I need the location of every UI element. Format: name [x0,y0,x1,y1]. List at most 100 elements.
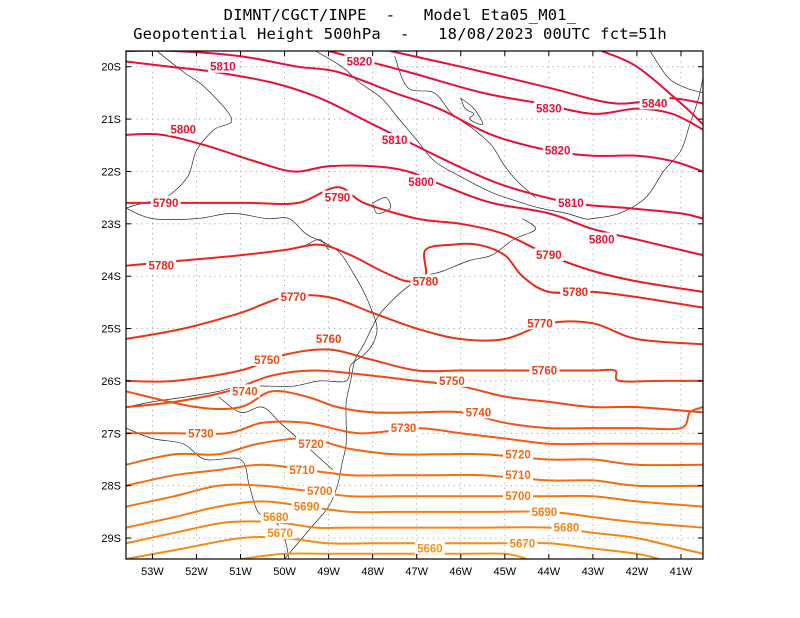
contour-label: 5810 [382,135,408,147]
contour-label: 5720 [505,449,531,461]
contour-label-bg [265,525,296,539]
contour-line-5820 [126,51,703,173]
contour-label-bg [207,59,238,73]
contour-line-5740 [126,390,703,431]
x-tick-label: 52W [185,566,208,578]
contour-label: 5830 [536,104,562,116]
contour-label: 5800 [408,177,434,189]
contour-line-5840 [601,51,703,126]
contour-label-bg [410,274,441,288]
contour-label-bg [287,462,318,476]
contour-label: 5730 [391,423,417,435]
contour-label-bg [322,190,353,204]
contour-label-bg [503,468,534,482]
contour-label: 5660 [417,544,443,556]
y-tick-label: 25S [101,324,121,336]
contour-label-bg [146,258,177,272]
contour-label: 5700 [505,491,531,503]
contour-label: 5680 [263,512,289,524]
x-tick-label: 51W [229,566,252,578]
contour-line-5770 [126,294,703,346]
y-tick-label: 29S [101,533,121,545]
contour-line-5840 [390,51,703,105]
contour-label-bg [529,504,560,518]
contour-label-bg [150,195,181,209]
y-tick-label: 21S [101,114,121,126]
contour-label: 5770 [527,318,553,330]
contour-label-bg [379,133,410,147]
contour-label-bg [295,436,326,450]
contour-label: 5710 [505,470,531,482]
contour-label-bg [251,352,282,366]
contour-label-bg [406,174,437,188]
contour-label-bg [278,290,309,304]
coastline-segment [218,396,334,471]
contour-line-5690 [126,500,703,529]
contour-label: 5670 [267,528,293,540]
contour-label-bg [542,143,573,157]
contour-label: 5760 [532,365,558,377]
coastline-segment [649,51,703,94]
x-tick-label: 48W [361,566,384,578]
contour-label-bg [185,426,216,440]
contour-label: 5820 [545,146,571,158]
contour-lines [126,51,703,559]
x-tick-label: 43W [582,566,605,578]
y-tick-label: 22S [101,166,121,178]
contour-labels: 5810 5820 5830 5840 5800 5810 5820 5800 5790 5790… [146,54,670,556]
contour-label: 5840 [642,98,668,110]
contour-label-bg [503,489,534,503]
contour-label: 5780 [413,276,439,288]
contour-label: 5770 [281,292,307,304]
contour-line-5710 [126,463,703,488]
coastline-segment [306,239,329,251]
contour-label-bg [560,284,591,298]
contour-label: 5690 [532,507,558,519]
contour-label: 5810 [210,62,236,74]
contour-label-bg [533,248,564,262]
contour-label-bg [463,405,494,419]
coastline-segment [372,197,391,214]
contour-label: 5750 [439,376,465,388]
y-tick-label: 24S [101,271,121,283]
contour-line-5720 [126,437,703,467]
contour-label-bg [529,363,560,377]
contour-label: 5800 [589,235,615,247]
y-tick-label: 23S [101,219,121,231]
coastline-segment [315,51,703,220]
x-tick-label: 49W [317,566,340,578]
contour-line-5750 [126,369,703,414]
contour-label-bg [168,122,199,136]
contour-label-bg [551,520,582,534]
contour-label-bg [414,541,445,555]
contour-line-5800 [126,133,703,257]
contour-label-bg [344,54,375,68]
contour-label: 5820 [347,56,373,68]
contour-label-bg [313,332,344,346]
title-line-1: DIMNT/CGCT/INPE - Model Eta05_M01_ [223,6,577,24]
contour-label-bg [388,421,419,435]
contour-line-5810 [126,60,703,220]
contour-label-bg [533,101,564,115]
contour-label-bg [304,483,335,497]
plot-frame [125,50,704,560]
contour-line-5830 [328,51,703,131]
contour-label: 5670 [510,538,536,550]
contour-label: 5760 [316,334,342,346]
coastline-segment [126,427,290,559]
x-tick-label: 45W [493,566,516,578]
contour-label-bg [503,447,534,461]
contour-line-5670 [126,536,660,559]
coastline-segment [126,207,378,408]
x-tick-label: 44W [538,566,561,578]
x-tick-label: 41W [670,566,693,578]
contour-line-5680 [126,520,703,555]
contour-line-5660 [240,552,528,559]
contour-label: 5740 [466,407,492,419]
contour-label-bg [507,536,538,550]
contour-label: 5790 [536,250,562,262]
y-tick-label: 20S [101,62,121,74]
contour-label: 5810 [558,198,584,210]
contour-line-5700 [126,483,703,508]
